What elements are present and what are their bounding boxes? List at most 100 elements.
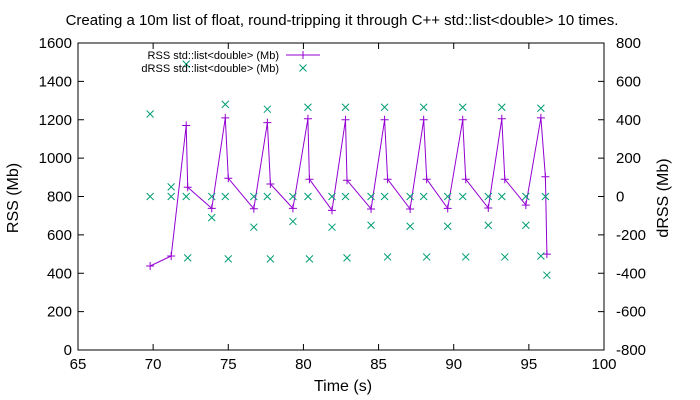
plot-frame [77,42,605,351]
x-tick-label: 75 [220,356,237,373]
drss-point [263,192,272,201]
drss-point [443,222,452,231]
rss-point [266,180,275,189]
legend: RSS std::list<double> (Mb)dRSS std::list… [141,50,320,75]
drss-point [537,252,545,260]
rss-point [367,204,376,213]
rss-point [484,204,493,213]
drss-point [167,183,176,191]
rss-point [303,114,312,123]
drss-point [207,192,216,201]
y-tick-label: 0 [64,342,72,359]
y2-tick-label: -400 [616,265,646,282]
y-tick-label: 400 [47,265,72,282]
drss-point [263,105,272,114]
x-tick-label: 70 [145,356,162,373]
drss-point [484,221,493,230]
x-tick-label: 100 [591,356,616,373]
drss-point [182,60,191,68]
chart-axes: 65 70 75 80 85 90 95 10002004006008001000120014… [39,35,646,373]
legend-label: RSS std::list<double> (Mb) [148,50,279,62]
drss-point [305,255,314,263]
drss-point [183,254,192,262]
legend-label: dRSS std::list<double> (Mb) [141,63,279,75]
drss-point [406,222,414,231]
rss-point [183,183,192,192]
drss-point [484,192,493,201]
rss-point [249,204,258,213]
y2-axis-label: dRSS (Mb) [655,158,672,237]
y2-tick-label: 0 [616,189,624,206]
rss-point [542,250,551,259]
drss-point [221,192,230,201]
drss-point [304,192,312,201]
drss-point [224,255,233,263]
rss-point [422,175,431,184]
y-tick-label: 1000 [39,150,72,167]
drss-point [249,192,258,201]
drss-point [537,104,545,113]
rss-point [443,204,452,213]
drss-point [497,103,506,112]
drss-point [328,192,336,201]
drss-point [343,254,351,262]
x-tick-label: 80 [295,356,312,373]
rss-point [146,261,155,270]
drss-point [380,192,389,201]
rss-point [167,251,176,260]
chart-title: Creating a 10m list of float, round-trip… [66,12,619,29]
y-axis-label: RSS (Mb) [5,163,22,233]
rss-point [383,175,392,184]
drss-point [341,192,350,201]
y-tick-label: 1400 [39,73,72,90]
legend-marker [299,51,307,59]
rss-point [343,176,352,185]
drss-point [406,192,414,201]
y2-tick-label: -800 [616,342,646,359]
drss-point [541,192,550,201]
series-line-0 [149,117,548,267]
y-tick-label: 200 [47,304,72,321]
drss-point [422,253,431,261]
rss-point [541,172,550,181]
rss-point [341,115,350,124]
drss-point [500,253,509,261]
rss-point [419,115,428,124]
drss-point [367,192,375,201]
drss-point [146,110,154,118]
drss-point [521,221,530,230]
drss-point [146,192,154,201]
rss-point [207,204,216,213]
drss-point [461,253,470,261]
y-tick-label: 600 [47,227,72,244]
drss-point [289,192,297,201]
plot-area [146,60,551,280]
x-tick-label: 65 [70,356,87,373]
drss-point [383,253,392,261]
drss-point [419,192,428,201]
drss-point [458,192,467,201]
drss-point [543,271,551,280]
rss-point [500,175,509,184]
drss-point [419,103,428,112]
drss-point [266,255,275,263]
drss-point [521,192,530,201]
rss-point [224,174,233,183]
x-tick-label: 90 [445,356,462,373]
legend-marker [299,64,307,72]
rss-point [182,121,191,130]
drss-point [328,223,336,232]
x-tick-label: 85 [370,356,387,373]
drss-point [341,103,350,112]
rss-point [406,204,415,213]
drss-point [380,103,389,112]
y-tick-label: 1200 [39,112,72,129]
drss-point [443,192,452,201]
rss-point [380,115,389,124]
rss-point [263,118,272,127]
drss-point [367,221,375,230]
rss-point [458,115,467,124]
drss-point [458,103,467,112]
rss-point [497,114,506,123]
y-tick-label: 800 [47,189,72,206]
